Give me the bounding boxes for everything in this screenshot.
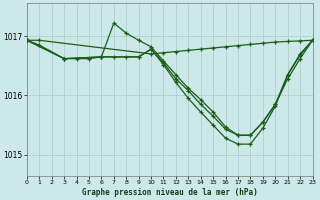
X-axis label: Graphe pression niveau de la mer (hPa): Graphe pression niveau de la mer (hPa) <box>82 188 258 197</box>
